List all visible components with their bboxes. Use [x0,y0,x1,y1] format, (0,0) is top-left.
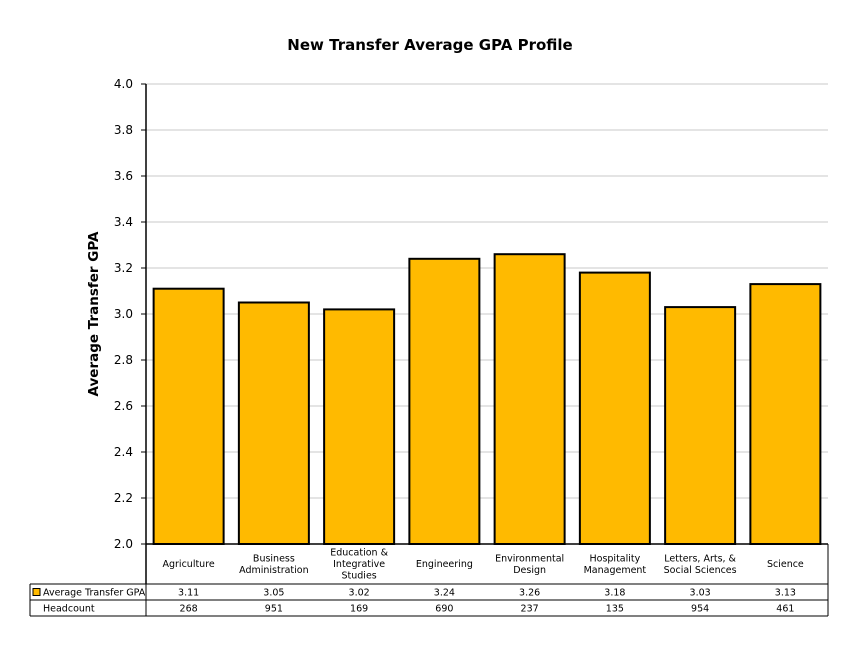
y-tick-label: 2.6 [114,399,133,413]
table-cell: 461 [776,604,794,615]
bar [749,283,822,545]
table-cell: 135 [606,604,624,615]
table-cell: 3.05 [263,588,284,599]
bar [578,271,651,545]
category-label: Engineering [416,559,473,570]
table-cell: 3.02 [349,588,370,599]
y-tick-label: 2.4 [114,445,133,459]
y-tick-label: 3.0 [114,307,133,321]
category-label: Science [767,559,804,570]
y-tick-label: 2.2 [114,491,133,505]
bar [237,301,310,545]
table-cell: 951 [265,604,283,615]
table-cell: 3.18 [604,588,625,599]
bar [323,308,396,545]
table-cell: 954 [691,604,709,615]
table-cell: 268 [180,604,198,615]
legend-key [32,588,41,596]
y-tick-label: 2.0 [114,537,133,551]
y-tick-label: 3.8 [114,123,133,137]
bar [493,253,566,545]
y-tick-label: 3.4 [114,215,133,229]
table-cell: 3.24 [434,588,455,599]
table-cell: 3.13 [775,588,796,599]
table-cell: 169 [350,604,368,615]
y-tick-label: 3.6 [114,169,133,183]
table-cell: 3.26 [519,588,540,599]
y-tick-label: 4.0 [114,77,133,91]
table-cell: 3.03 [690,588,711,599]
bar [152,287,225,546]
table-cell: 3.11 [178,588,199,599]
bar [408,257,481,545]
y-tick-label: 3.2 [114,261,133,275]
category-label: Letters, Arts, & Social Sciences [664,553,737,576]
bar [664,306,737,545]
category-label: Environmental Design [495,553,564,576]
y-tick-label: 2.8 [114,353,133,367]
table-row-label: Average Transfer GPA [43,588,146,599]
table-row-label: Headcount [43,604,95,615]
category-label: Business Administration [239,553,309,576]
category-label: Agriculture [163,559,215,570]
category-label: Hospitality Management [584,553,647,576]
chart-title: New Transfer Average GPA Profile [287,36,573,54]
table-cell: 237 [521,604,539,615]
category-label: Education & Integrative Studies [330,548,388,582]
table-cell: 690 [435,604,453,615]
y-axis-title: Average Transfer GPA [86,231,102,396]
